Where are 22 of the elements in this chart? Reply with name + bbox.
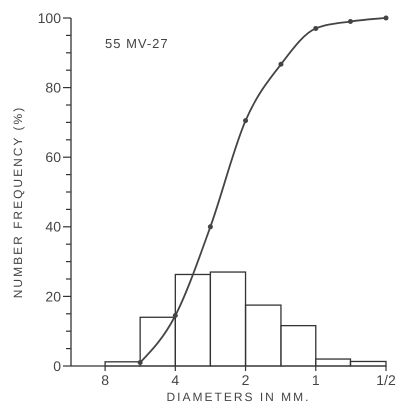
point bbox=[278, 62, 284, 67]
x-tick-label: 8 bbox=[101, 372, 110, 388]
annotation: 55 MV-27 bbox=[105, 36, 169, 51]
x-tick-label: 1 bbox=[312, 372, 320, 388]
y-tick-label: 20 bbox=[45, 288, 62, 304]
y-tick-label: 40 bbox=[45, 218, 62, 235]
x-tick-label: 4 bbox=[171, 372, 180, 388]
point bbox=[313, 26, 318, 31]
y-tick-label: 100 bbox=[38, 10, 62, 26]
x-tick-label: 1/2 bbox=[376, 372, 396, 388]
point bbox=[348, 18, 353, 24]
y-tick-label: 0 bbox=[53, 358, 62, 374]
y-tick-label: 80 bbox=[45, 80, 62, 96]
point bbox=[208, 224, 213, 230]
x-tick-label: 2 bbox=[242, 372, 250, 388]
y-axis-title: NUMBER FREQUENCY (%) bbox=[11, 106, 25, 298]
point bbox=[138, 360, 143, 366]
point bbox=[384, 16, 388, 20]
point bbox=[243, 118, 248, 124]
y-tick-label: 60 bbox=[45, 149, 62, 166]
x-axis-title: DIAMETERS IN MM. bbox=[166, 390, 311, 404]
point bbox=[172, 313, 178, 318]
